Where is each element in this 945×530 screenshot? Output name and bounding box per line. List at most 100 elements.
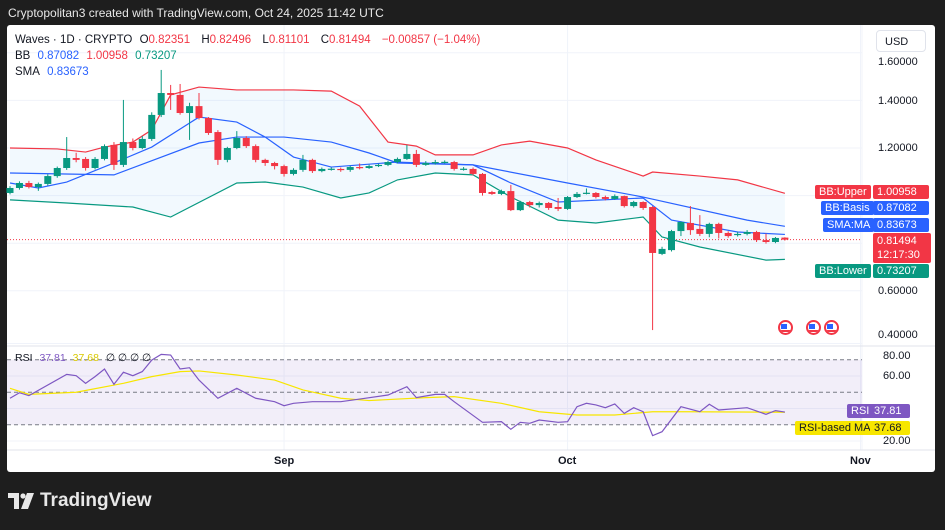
- tradingview-logo[interactable]: TradingView: [8, 490, 152, 512]
- bb-lower-line: [9, 172, 785, 261]
- bb-label: BB: [15, 50, 31, 62]
- candle-body: [204, 118, 212, 134]
- candle-body: [516, 202, 524, 211]
- candle-body: [441, 161, 449, 164]
- us-flag-event-icon[interactable]: [778, 320, 793, 335]
- candle-body: [507, 191, 515, 211]
- candle-body: [582, 192, 590, 194]
- open-value: 0.82351: [148, 34, 191, 46]
- candle-body: [129, 142, 137, 148]
- candle-body: [157, 93, 165, 115]
- candle-body: [668, 231, 675, 251]
- candle-body: [686, 222, 694, 231]
- candle-body: [658, 248, 666, 254]
- candle-body: [469, 168, 477, 174]
- time-tick-nov: Nov: [850, 455, 871, 467]
- candle-body: [375, 164, 383, 167]
- candle-body: [431, 162, 439, 164]
- sma-label: SMA: [15, 66, 40, 78]
- candle-body: [299, 159, 307, 170]
- rsi-legend[interactable]: RSI 37.81 37.68 ∅ ∅ ∅ ∅: [15, 352, 155, 364]
- sma-legend[interactable]: SMA 0.83673: [15, 66, 93, 78]
- candle-body: [705, 223, 713, 234]
- symbol-name[interactable]: Waves · 1D · CRYPTO: [15, 34, 133, 46]
- candle-body: [138, 138, 146, 148]
- bb-upper-badge-value: 1.00958: [873, 185, 929, 199]
- change-value: −0.00857 (−1.04%): [381, 34, 481, 46]
- rsi-ma-value: 37.68: [72, 352, 99, 364]
- rsi-tick: 80.00: [883, 350, 911, 362]
- time-tick-oct: Oct: [558, 455, 577, 467]
- candle-body: [450, 162, 458, 169]
- bb-basis-badge-value: 0.87082: [873, 201, 929, 215]
- rsi-ma-line: [9, 370, 785, 416]
- candle-body: [412, 153, 420, 165]
- us-flag-event-icon[interactable]: [824, 320, 839, 335]
- close-value: 0.81494: [329, 34, 371, 46]
- us-flag-event-icon[interactable]: [806, 320, 821, 335]
- open-label: O: [139, 34, 149, 46]
- rsi-label: RSI: [15, 352, 33, 364]
- candle-body: [223, 148, 231, 160]
- candle-body: [384, 162, 392, 165]
- candle-body: [214, 132, 222, 160]
- candle-body: [393, 158, 401, 163]
- currency-button[interactable]: USD: [876, 30, 926, 52]
- candle-body: [753, 232, 761, 241]
- bb-legend[interactable]: BB 0.87082 1.00958 0.73207: [15, 50, 181, 62]
- bar-countdown: 12:17:30: [877, 249, 920, 261]
- bb-lower-badge-value: 0.73207: [873, 264, 929, 278]
- rsi-tick: 20.00: [883, 435, 911, 447]
- candle-body: [649, 207, 657, 253]
- candle-body: [545, 202, 553, 208]
- close-label: C: [320, 34, 330, 46]
- bb-lower-value: 0.73207: [135, 50, 177, 62]
- brand-name: TradingView: [40, 490, 152, 511]
- candle-body: [110, 144, 118, 165]
- candle-body: [63, 157, 71, 168]
- candle-body: [91, 158, 99, 168]
- low-value: 0.81101: [268, 34, 310, 46]
- rsi-value: 37.81: [39, 352, 66, 364]
- candle-body: [771, 237, 779, 243]
- candle-body: [308, 159, 316, 172]
- candle-body: [195, 106, 203, 119]
- rsi-badge-label: RSI: [847, 404, 874, 418]
- price-tick: 0.60000: [878, 285, 918, 297]
- candle-body: [176, 94, 184, 114]
- candle-body: [677, 222, 685, 232]
- candle-body: [82, 158, 90, 168]
- candle-body: [734, 233, 742, 236]
- bb-fill: [10, 87, 785, 261]
- candle-body: [280, 166, 288, 174]
- candle-body: [479, 173, 486, 193]
- candle-body: [101, 146, 108, 159]
- candle-body: [119, 142, 127, 165]
- sma-value: 0.83673: [47, 66, 89, 78]
- candle-body: [762, 240, 770, 243]
- candle-body: [346, 167, 354, 170]
- bb-upper-badge-label: BB:Upper: [815, 185, 871, 199]
- candle-body: [535, 202, 543, 206]
- candle-body: [422, 162, 430, 165]
- candle-body: [53, 167, 61, 177]
- candle-body: [696, 228, 704, 234]
- candle-body: [460, 168, 468, 170]
- rsi-tick: 60.00: [883, 370, 911, 382]
- sma-badge-label: SMA:MA: [823, 218, 875, 232]
- candle-body: [327, 168, 335, 170]
- candle-body: [620, 196, 628, 207]
- bb-basis-badge-label: BB:Basis: [821, 201, 874, 215]
- candle-body: [573, 193, 581, 198]
- rsi-badge-value: 37.81: [870, 404, 910, 418]
- chart-credit: Cryptopolitan3 created with TradingView.…: [8, 6, 384, 20]
- candle-body: [639, 202, 647, 208]
- candle-body: [337, 168, 345, 171]
- candle-body: [724, 232, 732, 237]
- candle-body: [715, 223, 723, 233]
- candle-body: [497, 191, 505, 194]
- rsi-line: [9, 353, 785, 437]
- candle-body: [365, 166, 373, 168]
- candle-body: [601, 197, 609, 199]
